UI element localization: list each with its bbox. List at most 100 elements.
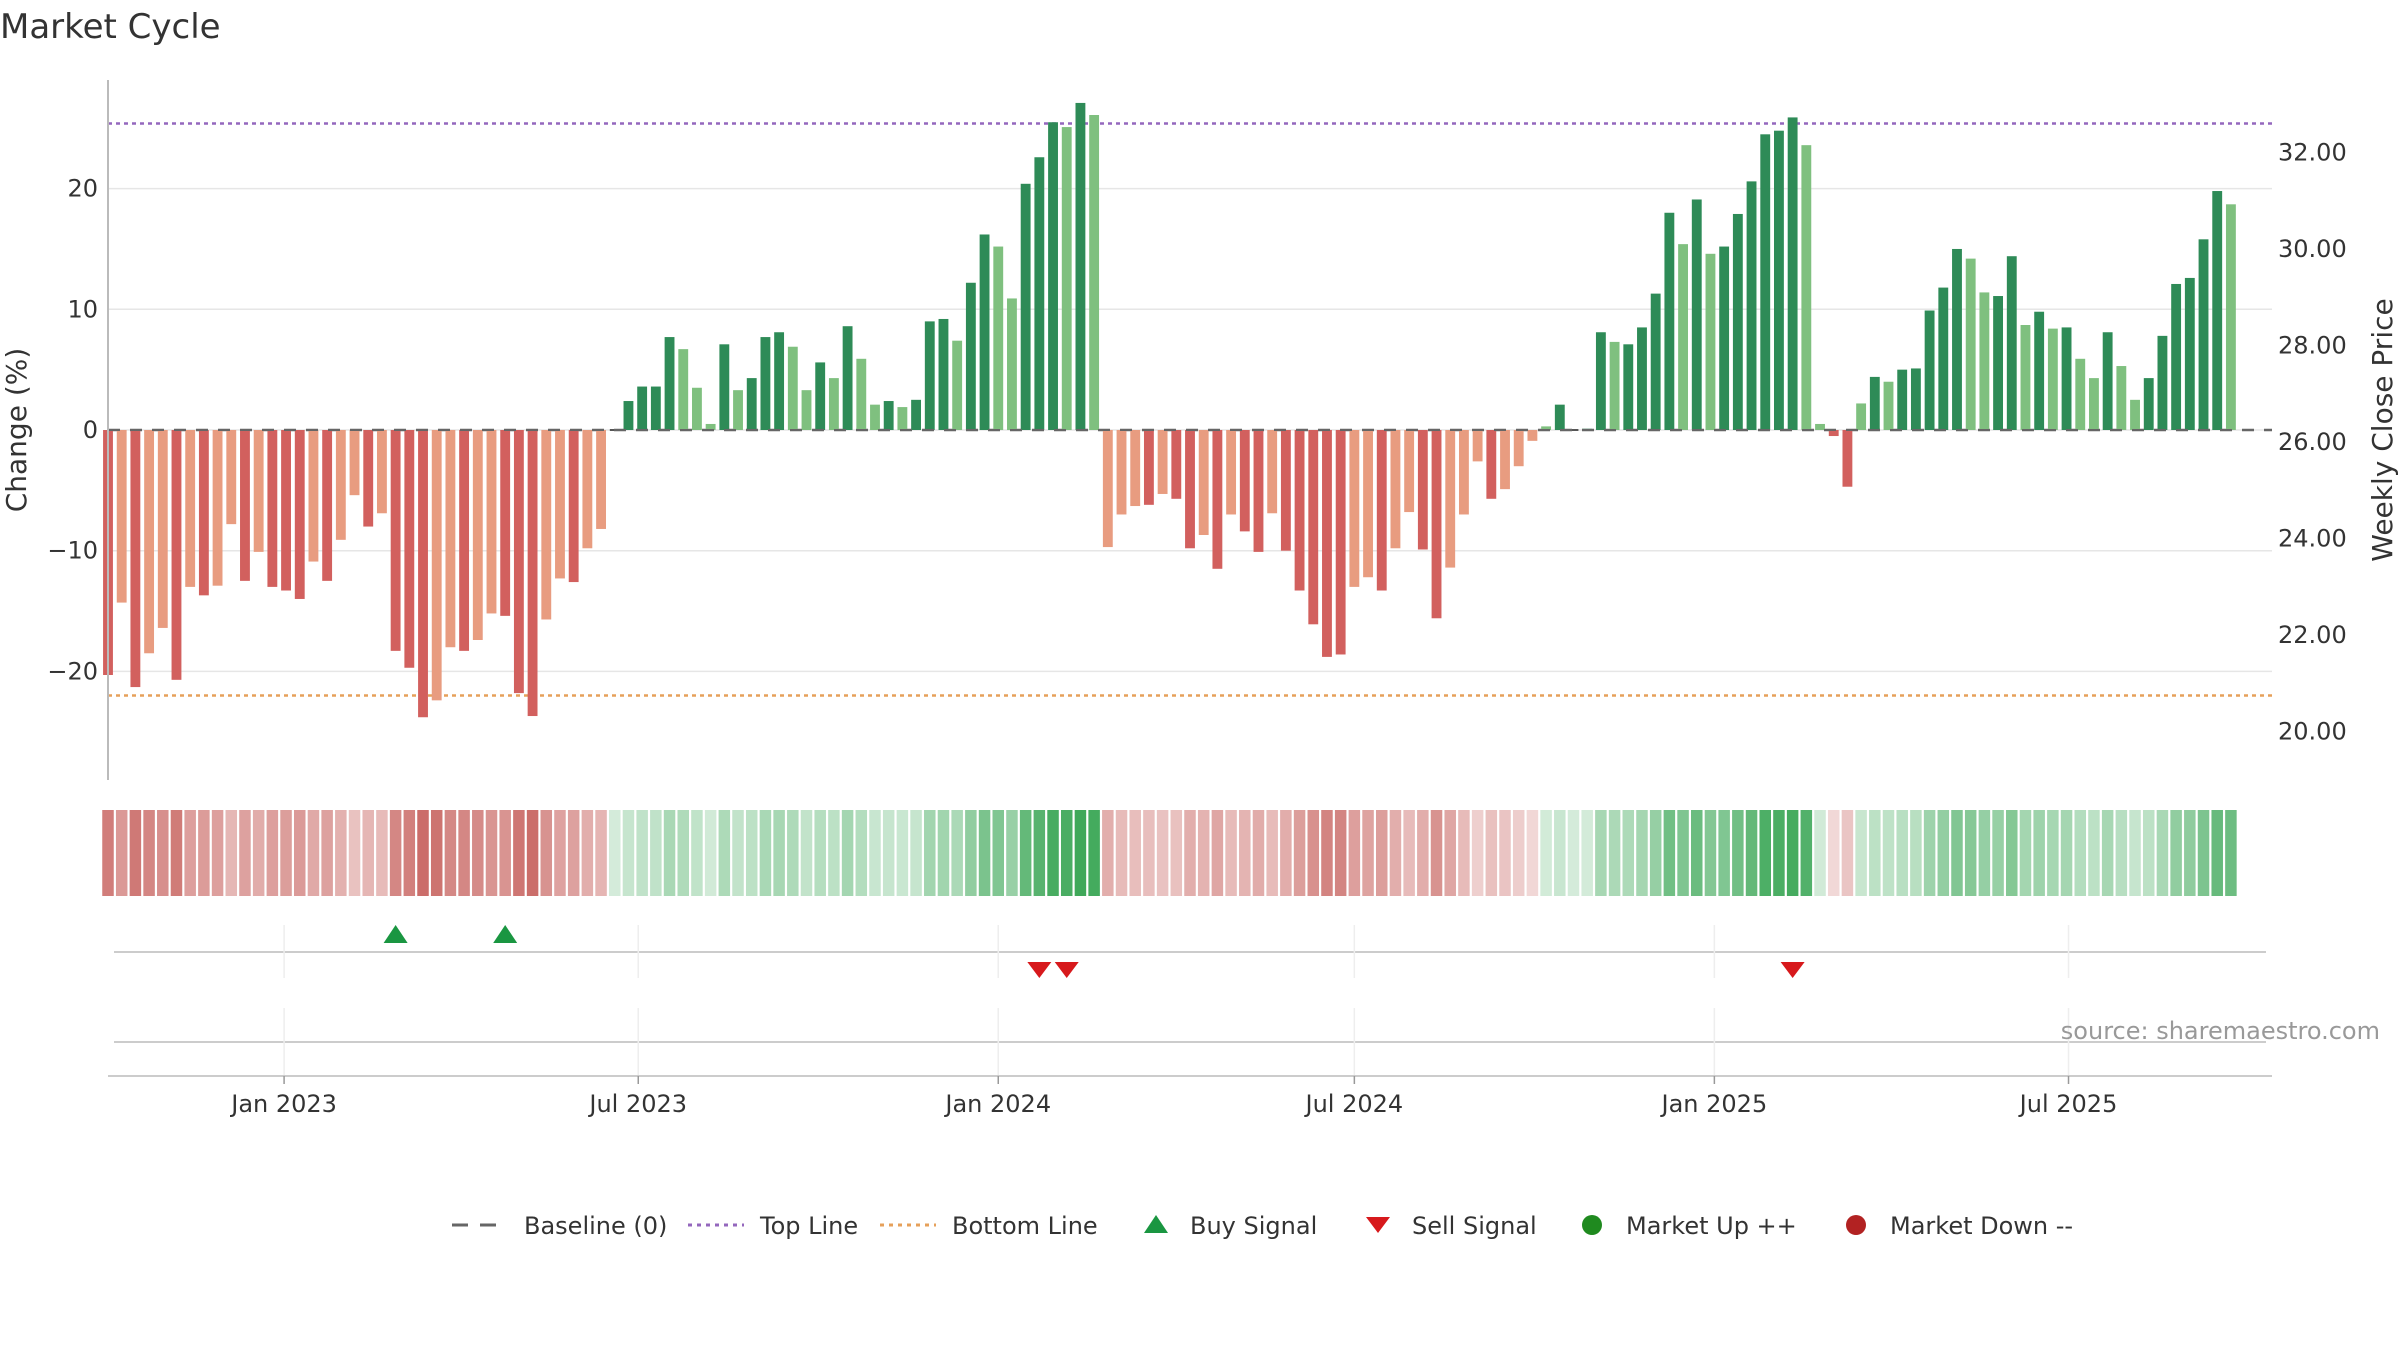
strip-cell xyxy=(718,810,731,896)
change-bar xyxy=(2212,191,2223,430)
change-bar xyxy=(1294,430,1305,591)
change-bar xyxy=(418,430,428,718)
strip-cell xyxy=(1430,810,1443,896)
x-axis: Jan 2023 Jul 2023 Jan 2024 Jul 2024 Jan 2025… xyxy=(108,1075,2272,1118)
strip-cell xyxy=(1869,810,1881,896)
strip-cell xyxy=(198,810,210,896)
change-bar xyxy=(1595,332,1606,430)
heat-strip xyxy=(102,810,2237,896)
change-bar xyxy=(664,337,675,430)
legend-item: Buy Signal xyxy=(1144,1212,1317,1240)
sell-signal-marker xyxy=(1027,962,1052,978)
strip-cell xyxy=(1786,810,1799,896)
change-bar xyxy=(828,378,839,430)
change-bar xyxy=(774,332,785,430)
strip-cell xyxy=(102,810,114,896)
strip-cell xyxy=(1567,810,1580,896)
strip-cell xyxy=(841,810,854,896)
change-bar xyxy=(1212,430,1223,569)
strip-cell xyxy=(1992,810,2004,896)
change-bar xyxy=(938,318,949,430)
strip-cell xyxy=(677,810,689,896)
strip-cell xyxy=(1375,810,1388,896)
change-bar xyxy=(1089,115,1100,430)
change-bar xyxy=(993,246,1004,430)
change-bar xyxy=(1458,430,1469,515)
strip-cell xyxy=(2047,810,2059,896)
strip-cell xyxy=(239,810,251,896)
strip-cell xyxy=(554,810,566,896)
change-bar xyxy=(842,326,853,430)
y2-tick-label: 32.00 xyxy=(2278,138,2347,166)
strip-cell xyxy=(773,810,785,896)
strip-cell xyxy=(362,810,374,896)
strip-cell xyxy=(444,810,457,896)
legend-item: Market Down -- xyxy=(1846,1212,2073,1240)
change-bar xyxy=(212,430,223,586)
strip-cell xyxy=(540,810,553,896)
strip-cell xyxy=(1512,810,1525,896)
change-bar xyxy=(267,430,278,587)
strip-cell xyxy=(280,810,292,896)
change-bar xyxy=(1143,430,1154,505)
change-bar xyxy=(979,234,990,430)
legend-item: Baseline (0) xyxy=(452,1212,667,1240)
change-bar xyxy=(1828,430,1839,437)
change-bar xyxy=(1897,369,1908,430)
strip-cell xyxy=(1581,810,1593,896)
source-label: source: sharemaestro.com xyxy=(2061,1017,2380,1045)
strip-cell xyxy=(225,810,238,896)
change-bar xyxy=(1732,213,1743,430)
change-bar xyxy=(678,349,689,430)
y2-tick-label: 20.00 xyxy=(2278,718,2347,746)
strip-cell xyxy=(129,810,142,896)
change-bar xyxy=(2171,283,2182,430)
strip-cell xyxy=(951,810,963,896)
strip-cell xyxy=(650,810,662,896)
strip-cell xyxy=(252,810,265,896)
change-bar xyxy=(1924,310,1935,430)
strip-cell xyxy=(759,810,772,896)
change-bar xyxy=(198,430,209,596)
strip-cell xyxy=(2115,810,2128,896)
strip-cell xyxy=(1827,810,1840,896)
change-bar xyxy=(1623,344,1634,430)
strip-cell xyxy=(2184,810,2196,896)
change-bar xyxy=(1705,253,1716,430)
legend-item: Market Up ++ xyxy=(1582,1212,1797,1240)
legend-item: Top Line xyxy=(688,1212,858,1240)
change-bar xyxy=(445,430,456,648)
change-bar xyxy=(513,430,524,694)
sell-signal-marker xyxy=(1780,962,1805,978)
legend: Baseline (0) Top Line Bottom Line Buy Signa… xyxy=(452,1212,2073,1240)
change-bar xyxy=(500,430,511,616)
strip-cell xyxy=(1923,810,1936,896)
change-bar xyxy=(1746,181,1757,430)
strip-cell xyxy=(1417,810,1429,896)
change-bar xyxy=(1856,403,1867,430)
chart-title: Market Cycle xyxy=(0,7,221,47)
legend-label: Baseline (0) xyxy=(524,1212,667,1240)
strip-cell xyxy=(1882,810,1895,896)
strip-cell xyxy=(855,810,868,896)
strip-cell xyxy=(1499,810,1511,896)
strip-cell xyxy=(869,810,881,896)
strip-cell xyxy=(335,810,347,896)
change-bar xyxy=(459,430,470,651)
change-bar xyxy=(2020,325,2031,430)
change-bar xyxy=(1280,430,1291,551)
strip-cell xyxy=(376,810,388,896)
strip-cell xyxy=(417,810,429,896)
legend-label: Bottom Line xyxy=(952,1212,1098,1240)
change-bar xyxy=(1513,430,1524,467)
strip-cell xyxy=(1800,810,1813,896)
strip-cell xyxy=(1047,810,1059,896)
legend-label: Top Line xyxy=(759,1212,858,1240)
strip-cell xyxy=(1677,810,1689,896)
strip-cell xyxy=(1239,810,1251,896)
change-bar xyxy=(897,407,908,430)
y2-tick-label: 24.00 xyxy=(2278,525,2347,553)
change-bar xyxy=(1472,430,1483,462)
change-bar xyxy=(801,390,812,430)
change-bar xyxy=(1637,327,1647,430)
